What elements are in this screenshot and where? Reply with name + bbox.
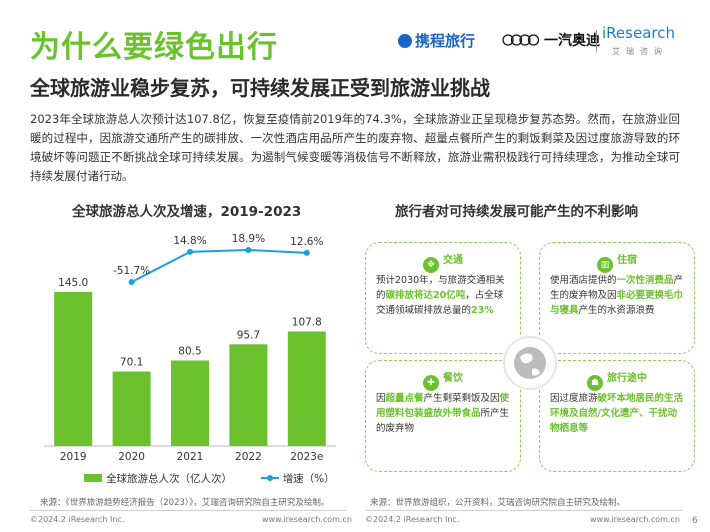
- growth-line: [131, 248, 307, 283]
- x-tick-2023e: 2023e: [290, 451, 323, 463]
- card-hotel: ▥ 住宿 使用酒店提供的一次性消费品产生的废弃物及因非必要更换毛巾与寝具产生的水资…: [539, 242, 695, 354]
- footer-url-left[interactable]: www.iresearch.com.cn: [262, 515, 352, 524]
- card-hotel-text: 使用酒店提供的一次性消费品产生的废弃物及因非必要更换毛巾与寝具产生的水资源浪费: [550, 275, 684, 316]
- legend-line-swatch: [260, 475, 279, 481]
- bar-label-2023e: 107.8: [292, 316, 322, 328]
- footer-rule-right: [365, 510, 683, 511]
- impact-title: 旅行者对可持续发展可能产生的不利影响: [395, 204, 638, 220]
- card-dining-text: 因超量点餐产生剩菜剩饭及因使用塑料包装盛放外带食品所产生的废弃物: [376, 393, 510, 434]
- card-dining: ✚ 餐饮 因超量点餐产生剩菜剩饭及因使用塑料包装盛放外带食品所产生的废弃物: [365, 360, 521, 472]
- x-tick-2019: 2019: [60, 451, 87, 463]
- audi-rings-icon: [502, 34, 540, 46]
- growth-point-2023e: [303, 249, 310, 256]
- growth-point-2022: [245, 247, 252, 253]
- growth-label-2023e: 12.6%: [290, 236, 323, 248]
- globe-icon: [503, 336, 557, 390]
- growth-point-2020: [128, 279, 135, 285]
- logo-divider: [596, 30, 597, 52]
- chart-legend: 全球旅游总人次（亿人次） 增速（%）: [84, 471, 335, 486]
- hotel-icon: ▥: [597, 257, 613, 273]
- footer-copyright-left: ©2024.2 iResearch Inc.: [30, 515, 125, 524]
- iresearch-logo: iResearch: [602, 24, 675, 42]
- page-title: 为什么要绿色出行: [30, 30, 278, 65]
- chart-title: 全球旅游总人次及增速，2019-2023: [72, 204, 302, 220]
- growth-point-2021: [187, 248, 193, 255]
- x-tick-2020: 2020: [118, 451, 145, 463]
- right-source: 来源：世界旅游组织，公开资料，艾瑞咨询研究院自主研究及绘制。: [370, 498, 626, 508]
- card-travel-text: 因过度旅游破坏本地居民的生活环境及自然/文化遗产、干扰动物栖息等: [550, 393, 684, 434]
- bar-2020: [112, 371, 151, 446]
- growth-label-2021: 14.8%: [173, 235, 206, 247]
- traffic-icon: ✥: [423, 257, 439, 273]
- bar-2023e: [287, 331, 326, 446]
- card-travel-title: 旅行途中: [607, 373, 647, 384]
- page-number: 6: [692, 516, 698, 526]
- card-traffic: ✥ 交通 预计2030年，与旅游交通相关的碳排放将达20亿吨，占全球交通领域碳排放…: [365, 242, 521, 354]
- bar-label-2020: 70.1: [120, 357, 143, 369]
- ctrip-logo-text: 携程旅行: [415, 32, 476, 50]
- impact-diagram: ✥ 交通 预计2030年，与旅游交通相关的碳排放将达20亿吨，占全球交通领域碳排放…: [365, 232, 695, 490]
- card-traffic-text: 预计2030年，与旅游交通相关的碳排放将达20亿吨，占全球交通领域碳排放总量的2…: [376, 275, 505, 316]
- ctrip-logo: 携程旅行: [398, 30, 475, 51]
- traveler-icon: ☗: [587, 375, 603, 391]
- bar-2022: [229, 344, 268, 446]
- dining-icon: ✚: [423, 375, 439, 391]
- growth-label-2022: 18.9%: [232, 233, 265, 245]
- ctrip-icon: [398, 34, 412, 48]
- card-hotel-title: 住宿: [617, 255, 637, 266]
- legend-bar-label: 全球旅游总人次（亿人次）: [106, 473, 232, 485]
- footer-copyright-right: ©2024.2 iResearch Inc.: [365, 515, 460, 524]
- bar-label-2022: 95.7: [237, 329, 260, 341]
- legend-bar-swatch: [84, 474, 102, 482]
- globe-hub: [502, 335, 558, 391]
- left-source: 来源：《世界旅游趋势经济报告（2023）》，艾瑞咨询研究院自主研究及绘制。: [40, 498, 330, 508]
- iresearch-logo-sub: 艾瑞咨询: [612, 47, 668, 56]
- tourism-bar-line-chart: 145.0 2019 70.1 2020 80.5 2021 95.7 2022 107.8 20…: [44, 233, 336, 463]
- bar-label-2019: 145.0: [58, 277, 88, 289]
- bar-2019: [54, 291, 93, 446]
- legend-line-label: 增速（%）: [282, 473, 335, 485]
- faw-audi-logo-text: 一汽奥迪: [544, 33, 600, 49]
- footer-rule-left: [30, 510, 346, 511]
- growth-label-2020: -51.7%: [113, 265, 150, 277]
- card-traffic-title: 交通: [443, 255, 463, 266]
- x-tick-2021: 2021: [177, 451, 204, 463]
- page-subtitle: 全球旅游业稳步复苏，可持续发展正受到旅游业挑战: [30, 76, 490, 100]
- x-tick-2022: 2022: [235, 451, 262, 463]
- bar-2021: [171, 360, 209, 446]
- intro-paragraph: 2023年全球旅游总人次预计达107.8亿，恢复至疫情前2019年的74.3%，…: [30, 112, 680, 183]
- card-travel: ☗ 旅行途中 因过度旅游破坏本地居民的生活环境及自然/文化遗产、干扰动物栖息等: [539, 360, 695, 472]
- bar-label-2021: 80.5: [178, 345, 201, 357]
- footer-url-right[interactable]: www.iresearch.com.cn: [590, 515, 680, 524]
- partner-logos: 携程旅行 一汽奥迪 iResearch 艾瑞咨询: [398, 24, 698, 64]
- card-dining-title: 餐饮: [443, 373, 463, 384]
